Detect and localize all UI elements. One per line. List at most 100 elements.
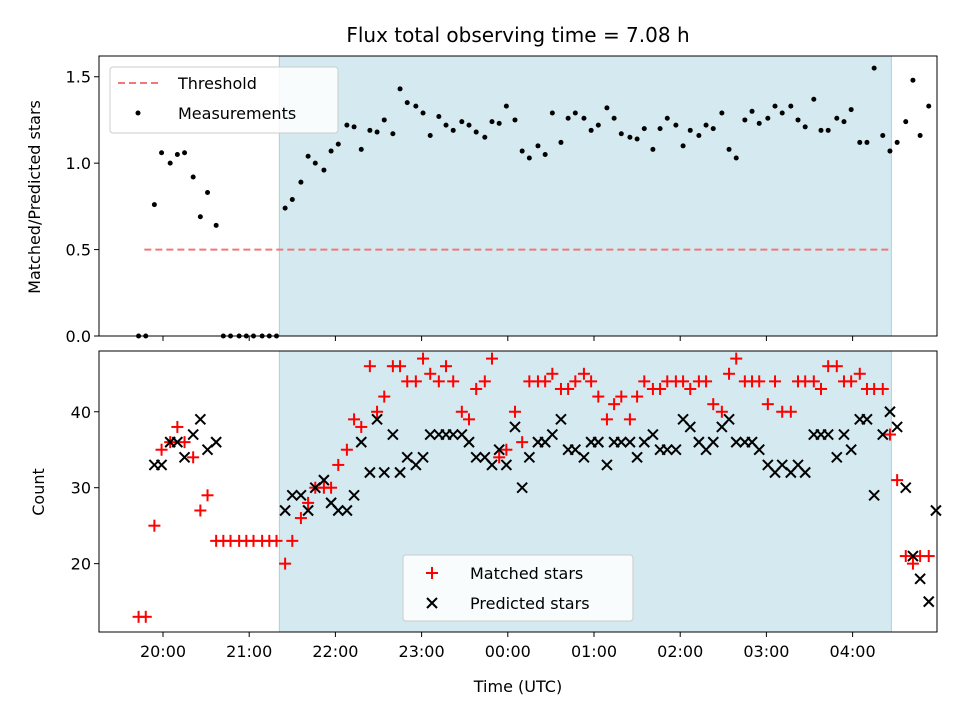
matched-star-point (539, 375, 552, 388)
matched-star-point (845, 375, 858, 388)
measurement-point (802, 124, 808, 130)
x-b (493, 444, 505, 456)
x-b (900, 481, 912, 494)
measurement-point (903, 119, 909, 125)
measurement-point (650, 146, 656, 152)
x-b (378, 466, 390, 479)
predicted-star-point (171, 436, 184, 448)
matched-star-point (440, 360, 453, 373)
x-b (884, 406, 896, 418)
measurement-point (634, 136, 640, 142)
predicted-star-point (348, 489, 360, 502)
predicted-star-point (364, 466, 376, 479)
measurement-point (390, 131, 396, 137)
measurement-point (413, 103, 419, 109)
predicted-star-point (923, 595, 935, 608)
x-b (684, 421, 696, 433)
matched-star-point (340, 443, 353, 456)
x-b (302, 504, 314, 517)
predicted-star-point (516, 481, 528, 494)
matched-star-point (753, 375, 766, 388)
measurement-point (482, 134, 488, 140)
measurement-point (427, 133, 433, 139)
x-b (831, 451, 843, 464)
measurement-point (213, 222, 219, 228)
measurement-point (604, 105, 610, 111)
measurement-point (641, 126, 647, 132)
matched-star-point (500, 443, 513, 456)
predicted-star-point (624, 436, 636, 448)
measurement-point (549, 110, 555, 116)
predicted-star-point (647, 428, 659, 441)
chart-title: Flux total observing time = 7.08 h (346, 23, 689, 47)
predicted-star-point (831, 451, 843, 464)
x-b (923, 595, 935, 608)
measurement-point (857, 139, 863, 145)
matched-star-point (485, 352, 498, 365)
measurement-point (374, 129, 380, 135)
x-b (424, 428, 436, 441)
x-b (723, 413, 735, 426)
matched-star-point (730, 352, 743, 365)
matched-star-point (417, 352, 430, 365)
x-b (661, 444, 673, 456)
measurement-point (595, 122, 601, 128)
predicted-star-point (884, 406, 896, 418)
predicted-star-point (799, 466, 811, 479)
matched-star-point (194, 504, 207, 517)
x-b (401, 451, 413, 464)
measurement-point (167, 160, 173, 166)
matched-star-point (432, 375, 445, 388)
x-tick-label: 00:00 (485, 642, 531, 661)
matched-star-point (394, 360, 407, 373)
matched-star-point (409, 375, 422, 388)
predicted-star-point (631, 451, 643, 464)
measurement-point (572, 110, 578, 116)
measurement-point (466, 122, 472, 128)
measurement-point (542, 152, 548, 158)
predicted-star-point (907, 550, 919, 562)
x-b (417, 451, 429, 464)
predicted-star-point (447, 428, 459, 441)
predicted-star-point (500, 459, 513, 471)
bottom-legend-box (402, 554, 634, 622)
measurement-point (519, 148, 525, 154)
x-tick-label: 21:00 (226, 642, 272, 661)
x-tick-label: 22:00 (312, 642, 358, 661)
matched-star-point (891, 474, 904, 487)
x-b (318, 474, 330, 486)
matched-star-point (286, 534, 299, 547)
matched-star-point (623, 413, 636, 426)
predicted-star-point (355, 436, 367, 448)
x-b (891, 421, 903, 433)
matched-star-point (700, 375, 713, 388)
predicted-star-point (424, 428, 436, 441)
predicted-star-point (178, 451, 191, 464)
measurement-point (733, 155, 739, 161)
measurement-point (841, 119, 847, 125)
predicted-star-point (730, 436, 742, 448)
measurement-point (664, 115, 670, 121)
x-b (178, 451, 191, 464)
predicted-star-point (279, 504, 291, 517)
x-b (914, 573, 926, 585)
legend-measurements-swatch (135, 110, 141, 116)
x-b (845, 444, 857, 456)
x-b (546, 428, 559, 441)
measurement-point (818, 127, 824, 133)
matched-star-point (447, 375, 460, 388)
predicted-star-point (546, 428, 559, 441)
measurement-point (151, 202, 157, 208)
measurement-point (687, 127, 693, 133)
measurement-point (618, 131, 624, 137)
x-b (792, 459, 804, 471)
x-b (500, 459, 513, 471)
x-b (930, 504, 942, 517)
x-tick-label: 23:00 (399, 642, 445, 661)
measurement-point (489, 119, 495, 125)
measurement-point (298, 179, 304, 185)
predicted-star-point (592, 436, 605, 448)
x-b (355, 436, 367, 448)
matched-star-point (615, 390, 628, 403)
x-b (762, 459, 774, 471)
